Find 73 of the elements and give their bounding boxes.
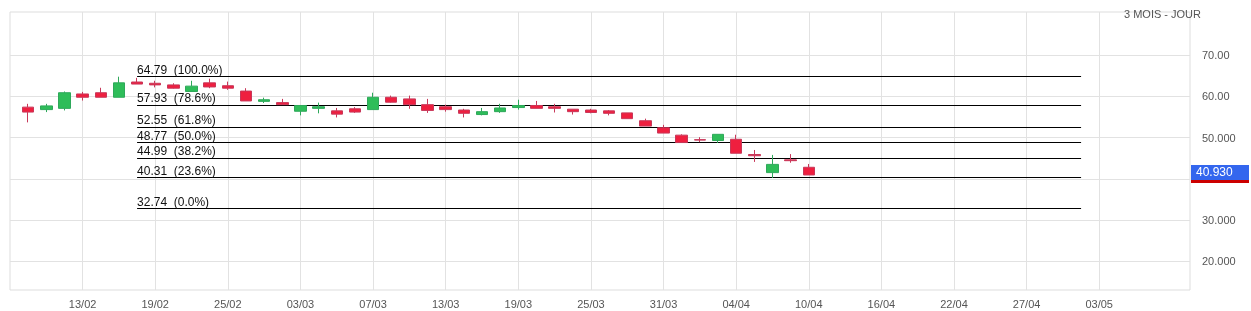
candlestick [258,97,270,104]
candlestick [675,133,688,144]
candlestick [567,108,579,116]
candlestick [585,108,597,114]
x-tick-label: 19/02 [141,297,169,310]
candlestick [512,99,525,111]
candlestick [421,98,434,114]
ref-line-label: 32.74 (0.0%) [137,194,210,209]
x-tick-label: 10/04 [795,297,823,310]
candlestick [803,163,815,176]
x-tick-label: 16/04 [867,297,896,310]
chart-subtitle: 3 MOIS - JOUR [1123,7,1202,20]
candlestick [784,153,797,164]
x-tick-label: 13/02 [68,297,97,310]
ref-line-label: 52.55 (61.8%) [137,113,216,128]
candlestick [476,107,488,116]
x-tick-label: 25/02 [214,297,242,310]
ref-line-label: 64.79 (100.0%) [137,62,223,77]
x-tick-label: 07/03 [359,297,387,310]
candlestick [312,102,325,114]
candlestick [167,82,180,90]
x-tick-label: 03/05 [1085,297,1113,310]
candlestick [458,108,470,118]
x-tick-label: 25/03 [577,297,605,310]
candlestick [530,100,543,109]
x-tick-label: 27/04 [1012,297,1041,310]
candlestick [748,149,761,163]
candlestick [639,118,652,127]
ref-line-label: 44.99 (38.2%) [137,144,216,159]
candlestick [76,91,89,102]
candlestick [349,106,361,114]
candlestick [95,87,107,98]
candlestick [494,103,506,114]
candlestick [712,133,724,144]
candlestick [621,112,633,120]
candlestick [240,87,252,102]
x-tick-label: 19/03 [504,297,533,310]
candlestick [548,103,561,113]
candlestick [203,78,216,89]
candlestick [403,95,416,110]
candlestick [276,98,289,106]
candlestick [131,77,143,85]
candlestick [185,80,198,93]
candlestick [40,103,53,113]
y-tick-label: 20.000 [1202,255,1236,268]
ref-line-label: 40.31 (23.6%) [137,163,216,178]
candlestick [439,104,452,113]
candlestick [694,136,706,143]
candlestick [603,109,615,116]
candlestick [657,124,670,134]
y-tick-label: 60.00 [1202,90,1230,103]
y-tick-label: 50.000 [1202,131,1236,144]
x-tick-label: 13/03 [431,297,460,310]
x-tick-label: 22/04 [940,297,968,310]
candlestick [730,134,742,154]
candlestick [294,104,307,116]
text: 40.930 [1196,165,1234,180]
ref-line-label: 57.93 (78.6%) [137,90,216,105]
y-tick-label: 30.000 [1202,213,1236,226]
candlestick [367,92,379,111]
candlestick [113,76,125,98]
candlestick [766,154,779,179]
candlestick [385,95,397,104]
x-tick-label: 03/03 [286,297,315,310]
candlestick [222,81,234,91]
candlestick [58,90,71,111]
candlestick [331,107,343,118]
candlestick [149,80,161,88]
x-tick-label: 04/04 [722,297,750,310]
y-tick-label: 70.00 [1202,49,1230,62]
ref-line-label: 48.77 (50.0%) [137,128,216,143]
candlestick [22,103,34,123]
x-tick-label: 31/03 [649,297,678,310]
